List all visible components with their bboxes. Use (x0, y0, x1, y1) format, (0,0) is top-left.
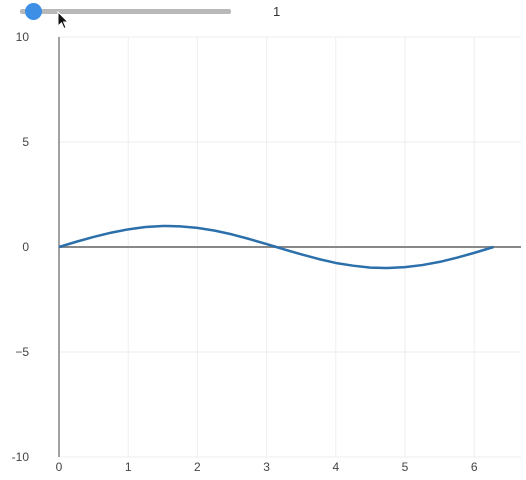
x-tick-label: 5 (402, 460, 409, 474)
slider-control: 1 (0, 0, 526, 30)
x-tick-label: 3 (263, 460, 270, 474)
x-tick-labels: 0 1 2 3 4 5 6 (56, 460, 478, 474)
x-tick-label: 0 (56, 460, 63, 474)
mouse-pointer-icon (57, 11, 69, 30)
slider-value-label: 1 (273, 4, 281, 19)
y-tick-label: -10 (12, 450, 30, 464)
y-tick-labels: 10 5 0 −5 -10 (12, 30, 30, 464)
series-layer (58, 224, 494, 270)
x-tick-label: 4 (332, 460, 339, 474)
slider-thumb[interactable] (24, 3, 42, 20)
y-tick-label: 5 (22, 135, 29, 149)
sine-series-line (58, 224, 494, 270)
x-tick-label: 1 (125, 460, 132, 474)
y-tick-label: 10 (16, 30, 30, 44)
x-tick-label: 2 (194, 460, 201, 474)
y-tick-label: −5 (15, 345, 29, 359)
slider-track[interactable] (20, 9, 231, 14)
x-tick-label: 6 (471, 460, 478, 474)
y-tick-label: 0 (22, 240, 29, 254)
